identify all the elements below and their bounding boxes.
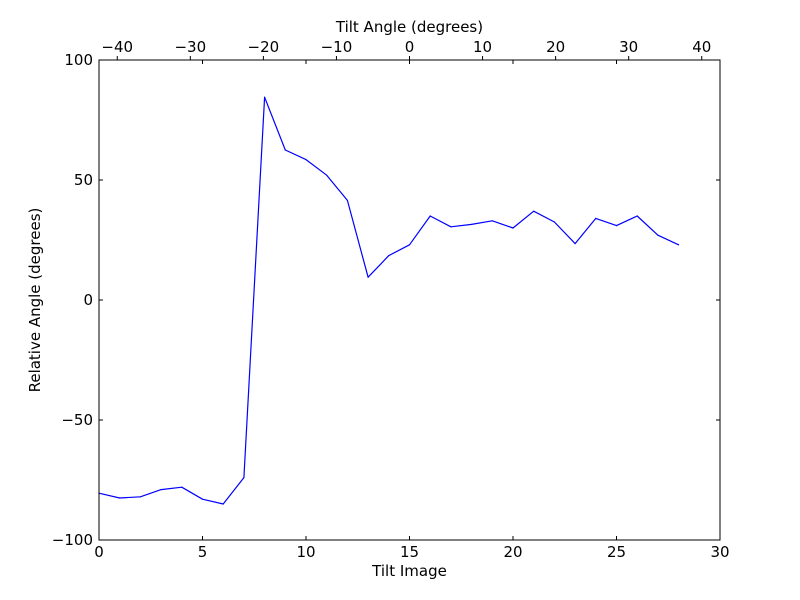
data-point <box>615 225 618 227</box>
x-tick-label: 20 <box>503 543 522 561</box>
x2-tick-label: 30 <box>619 38 638 56</box>
x2-tick-label: 20 <box>546 38 565 56</box>
x2-tick-label: −30 <box>174 38 206 56</box>
data-point <box>326 174 328 176</box>
data-point <box>119 497 121 499</box>
data-point <box>243 477 245 479</box>
data-point <box>553 221 556 223</box>
data-point <box>222 503 224 505</box>
data-point <box>264 96 266 98</box>
data-point <box>367 276 369 278</box>
data-point <box>533 210 535 212</box>
axis-ticks: 0 5 10 15 20 25 30−40 −30 −20 −10 0 10 20 30 40−100−50… <box>52 38 730 561</box>
x2-tick-label: −40 <box>101 38 133 56</box>
data-point <box>429 215 431 217</box>
data-point <box>678 244 680 246</box>
data-point <box>657 234 659 236</box>
plot-frame <box>98 59 721 541</box>
y-tick-label: 0 <box>83 291 93 309</box>
y-tick-label: 50 <box>74 171 93 189</box>
y-tick-label: −100 <box>52 531 93 549</box>
data-point <box>408 244 411 246</box>
y-tick-label: −50 <box>61 411 93 429</box>
data-point <box>471 223 473 225</box>
x2-axis-title: Tilt Angle (degrees) <box>335 18 483 36</box>
data-point <box>181 486 183 488</box>
data-point <box>346 199 348 201</box>
x-tick-label: 30 <box>710 543 729 561</box>
x2-tick-label: 10 <box>473 38 492 56</box>
x-tick-label: 25 <box>607 543 626 561</box>
x-axis-title: Tilt Image <box>371 562 447 580</box>
data-point <box>491 220 493 222</box>
data-point <box>139 496 141 498</box>
data-point <box>305 159 307 161</box>
x-tick-label: 0 <box>94 543 104 561</box>
x2-tick-label: 40 <box>692 38 711 56</box>
data-point <box>574 243 576 245</box>
data-point <box>450 226 452 228</box>
y-tick-label: 100 <box>64 51 93 69</box>
x-tick-label: 5 <box>198 543 208 561</box>
y-axis-title: Relative Angle (degrees) <box>26 208 44 393</box>
data-point <box>284 149 286 151</box>
x2-tick-label: −10 <box>321 38 353 56</box>
data-point <box>595 217 597 219</box>
data-point <box>512 227 514 229</box>
data-point <box>160 489 162 491</box>
x-tick-label: 10 <box>296 543 315 561</box>
data-point <box>201 498 204 500</box>
data-point <box>388 255 390 257</box>
x-tick-label: 15 <box>400 543 419 561</box>
x2-tick-label: −20 <box>248 38 280 56</box>
data-point <box>636 215 638 217</box>
plot-area <box>98 96 680 505</box>
x2-tick-label: 0 <box>405 38 415 56</box>
